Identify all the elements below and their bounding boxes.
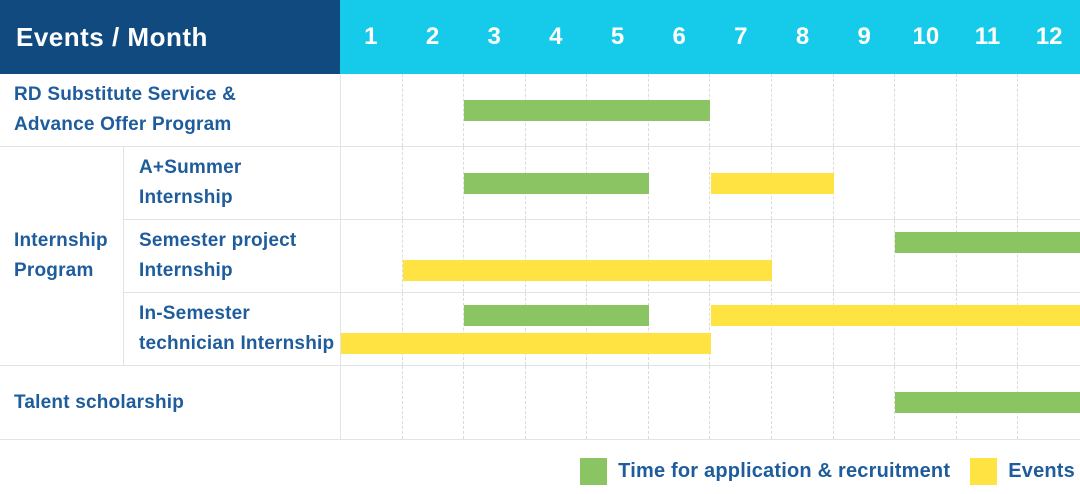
month-gridlines — [341, 220, 1080, 292]
month-label-8: 8 — [795, 23, 810, 50]
row-label-talent-scholarship: Talent scholarship — [0, 366, 340, 440]
row-label-line: A+Summer — [139, 157, 242, 178]
bar-green-months-3-5 — [464, 172, 649, 194]
legend-label-events: Events — [1008, 459, 1075, 482]
month-label-11: 11 — [974, 23, 1001, 50]
row-label-line: RD Substitute Service & — [14, 84, 237, 105]
row-label-line: Semester project — [139, 230, 297, 251]
chart-row-in-semester-technician-internship — [340, 293, 1080, 366]
group-label-line: Program — [14, 260, 94, 281]
row-label-a-plus-summer-internship: A+Summer Internship — [124, 147, 340, 220]
bar-green-months-10-12 — [895, 232, 1080, 253]
chart-row-semester-project-internship — [340, 220, 1080, 293]
row-label-line: Advance Offer Program — [14, 114, 232, 135]
month-label-3: 3 — [487, 23, 501, 50]
row-label-line: Internship — [139, 187, 233, 208]
row-label-in-semester-technician-internship: In-Semester technician Internship — [124, 293, 340, 366]
group-label-line: Internship — [14, 230, 108, 251]
month-label-5: 5 — [610, 23, 625, 50]
row-label-line: technician Internship — [139, 333, 335, 354]
legend-swatch-yellow — [970, 457, 998, 485]
bar-yellow-months-7-8 — [710, 172, 834, 194]
month-gridlines — [341, 74, 1080, 146]
row-label-semester-project-internship: Semester project Internship — [124, 220, 340, 293]
month-label-12: 12 — [1035, 23, 1063, 50]
legend: Time for application & recruitment Events — [0, 440, 1080, 494]
bar-green-months-3-6 — [464, 99, 711, 121]
legend-item-application-recruitment: Time for application & recruitment — [580, 457, 951, 485]
month-label-2: 2 — [425, 23, 440, 50]
bar-green-months-10-12 — [895, 392, 1080, 413]
month-header-row: 1 2 3 4 5 6 7 8 9 10 11 12 — [340, 0, 1080, 74]
chart-row-rd-substitute-advance-offer — [340, 74, 1080, 147]
chart-row-a-plus-summer-internship — [340, 147, 1080, 220]
group-label-internship-program: Internship Program — [0, 147, 124, 366]
month-label-10: 10 — [912, 23, 940, 50]
table-header-title: Events / Month — [0, 0, 340, 74]
chart-row-talent-scholarship — [340, 366, 1080, 440]
month-label-7: 7 — [734, 23, 748, 50]
month-label-6: 6 — [672, 23, 686, 50]
row-label-line: Internship — [139, 260, 233, 281]
month-label-4: 4 — [549, 23, 563, 50]
row-label-rd-substitute-advance-offer: RD Substitute Service & Advance Offer Pro… — [0, 74, 340, 147]
month-gridlines — [341, 293, 1080, 365]
month-gridlines — [341, 366, 1080, 439]
row-label-line: In-Semester — [139, 303, 250, 324]
month-label-1: 1 — [364, 23, 378, 50]
legend-swatch-green — [580, 457, 608, 485]
row-label-line: Talent scholarship — [14, 391, 185, 413]
legend-item-events: Events — [970, 457, 1075, 485]
month-label-9: 9 — [857, 23, 871, 50]
legend-label-application-recruitment: Time for application & recruitment — [618, 459, 951, 482]
bar-yellow-months-2-7 — [402, 260, 773, 281]
bar-yellow-months-1-6 — [341, 333, 711, 354]
bar-yellow-months-7-12 — [710, 305, 1080, 326]
bar-green-months-3-5 — [464, 305, 649, 326]
events-table: Events / Month 1 2 3 4 5 6 7 8 9 10 11 12 Internshi… — [0, 0, 1080, 440]
